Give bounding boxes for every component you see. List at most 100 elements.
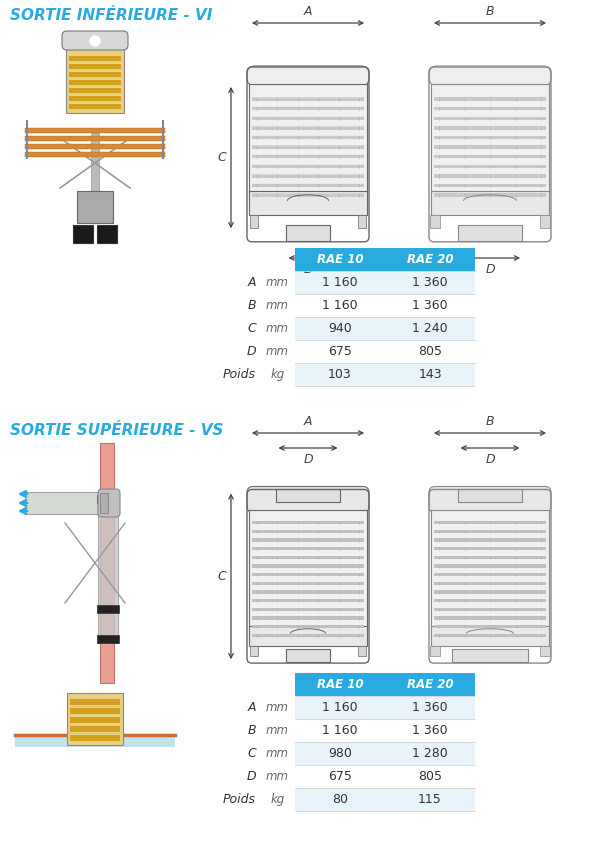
Text: mm: mm <box>266 299 289 312</box>
Bar <box>69 72 121 77</box>
Bar <box>434 616 546 620</box>
Text: mm: mm <box>266 322 289 335</box>
Bar <box>434 164 546 168</box>
Bar <box>434 626 546 628</box>
Bar <box>252 590 364 593</box>
Bar <box>252 97 364 101</box>
Bar <box>434 97 546 101</box>
Text: mm: mm <box>266 747 289 760</box>
Bar <box>97 635 119 643</box>
Text: mm: mm <box>266 724 289 737</box>
Bar <box>252 634 364 637</box>
Text: 1 360: 1 360 <box>412 276 448 289</box>
Text: D: D <box>303 263 313 276</box>
Text: RAE 20: RAE 20 <box>407 678 453 691</box>
Bar <box>434 529 546 533</box>
Bar <box>434 582 546 585</box>
Bar <box>431 626 549 646</box>
Bar <box>77 191 113 223</box>
Bar <box>249 510 367 642</box>
Bar <box>252 107 364 110</box>
Bar <box>434 175 546 178</box>
Bar <box>252 126 364 130</box>
Text: 1 360: 1 360 <box>412 724 448 737</box>
Text: D: D <box>303 453 313 466</box>
Text: 1 160: 1 160 <box>322 724 358 737</box>
Bar <box>70 735 120 741</box>
Bar <box>430 215 440 228</box>
Bar <box>100 493 108 513</box>
FancyBboxPatch shape <box>98 489 120 517</box>
Bar <box>252 565 364 567</box>
Bar <box>69 56 121 61</box>
Bar <box>252 599 364 602</box>
Bar <box>25 136 165 141</box>
Bar <box>252 164 364 168</box>
Bar <box>249 626 367 646</box>
Bar <box>295 363 475 386</box>
Bar <box>434 608 546 611</box>
Bar <box>452 649 529 662</box>
Bar <box>25 128 165 133</box>
Bar <box>70 708 120 714</box>
Bar <box>252 556 364 559</box>
Bar <box>295 294 475 317</box>
Text: D: D <box>247 345 256 358</box>
Bar <box>67 693 123 745</box>
Bar <box>434 565 546 567</box>
Bar <box>434 116 546 120</box>
Bar <box>540 215 550 228</box>
Text: 940: 940 <box>328 322 352 335</box>
Bar <box>252 582 364 585</box>
Bar <box>252 616 364 620</box>
Text: B: B <box>485 5 494 18</box>
Text: 805: 805 <box>418 770 442 783</box>
Bar <box>434 547 546 550</box>
Bar <box>430 646 440 656</box>
Bar <box>434 539 546 541</box>
Bar <box>295 765 475 788</box>
Bar <box>97 605 119 613</box>
Bar <box>25 492 105 514</box>
Bar <box>358 215 366 228</box>
Bar <box>434 599 546 602</box>
Text: Poids: Poids <box>223 793 256 806</box>
Bar <box>295 742 475 765</box>
Bar <box>252 193 364 196</box>
Text: 1 160: 1 160 <box>322 276 358 289</box>
Text: A: A <box>304 415 312 428</box>
Text: B: B <box>247 724 256 737</box>
Bar <box>252 573 364 577</box>
Text: C: C <box>217 151 226 164</box>
Bar <box>69 88 121 93</box>
Bar <box>97 495 119 503</box>
Bar <box>434 107 546 110</box>
Text: 980: 980 <box>328 747 352 760</box>
Bar <box>540 646 550 656</box>
Text: 1 280: 1 280 <box>412 747 448 760</box>
Text: A: A <box>248 276 256 289</box>
Bar <box>25 152 165 157</box>
Bar <box>69 64 121 69</box>
Text: mm: mm <box>266 345 289 358</box>
Bar <box>252 136 364 139</box>
Bar <box>431 84 549 204</box>
Bar <box>15 735 175 747</box>
Bar <box>295 673 475 696</box>
Bar <box>358 646 366 656</box>
Bar <box>73 225 93 243</box>
Bar <box>431 510 549 642</box>
Text: 115: 115 <box>418 793 442 806</box>
Bar <box>66 48 124 113</box>
Bar <box>434 590 546 593</box>
Text: mm: mm <box>266 770 289 783</box>
Bar <box>70 699 120 705</box>
Bar <box>295 340 475 363</box>
Bar <box>295 696 475 719</box>
Text: 103: 103 <box>328 368 352 381</box>
Bar <box>295 248 475 271</box>
Text: B: B <box>247 299 256 312</box>
Text: 143: 143 <box>418 368 442 381</box>
Bar <box>252 529 364 533</box>
Bar <box>252 175 364 178</box>
